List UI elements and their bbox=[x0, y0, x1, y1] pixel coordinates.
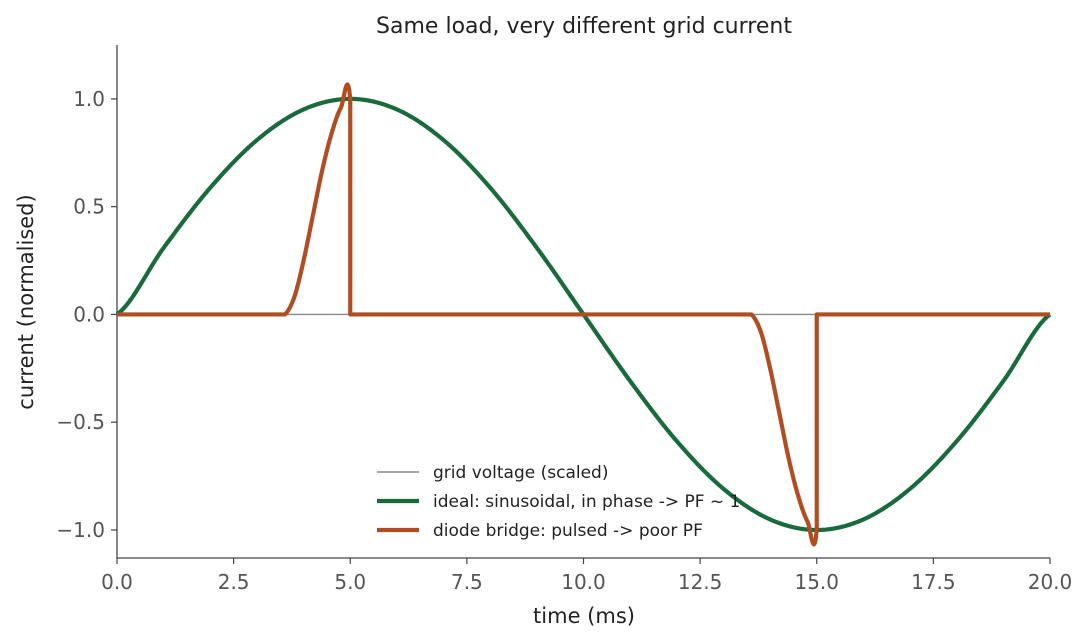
x-tick-label: 12.5 bbox=[678, 570, 723, 594]
x-tick-label: 20.0 bbox=[1028, 570, 1073, 594]
legend: grid voltage (scaled) ideal: sinusoidal, … bbox=[377, 463, 740, 541]
x-tick-label: 0.0 bbox=[101, 570, 133, 594]
x-tick-label: 2.5 bbox=[218, 570, 250, 594]
legend-entry-label: ideal: sinusoidal, in phase -> PF ~ 1 bbox=[433, 492, 740, 512]
x-tick-label: 7.5 bbox=[451, 570, 483, 594]
x-axis-label: time (ms) bbox=[533, 604, 635, 628]
x-tick-label: 17.5 bbox=[911, 570, 956, 594]
legend-entry-label: diode bridge: pulsed -> poor PF bbox=[433, 521, 703, 541]
y-tick-label: 0.5 bbox=[73, 195, 105, 219]
x-tick-label: 5.0 bbox=[334, 570, 366, 594]
y-axis-label: current (normalised) bbox=[14, 194, 38, 409]
y-tick-label: 0.0 bbox=[73, 302, 105, 326]
y-tick-label: −0.5 bbox=[56, 410, 105, 434]
y-tick-label: −1.0 bbox=[56, 518, 105, 542]
x-tick-label: 10.0 bbox=[561, 570, 606, 594]
plot-area: 0.0 2.5 5.0 7.5 10.0 12.5 15.0 17.5 20.0 1.0 0.5 0.… bbox=[56, 45, 1072, 594]
y-tick-label: 1.0 bbox=[73, 87, 105, 111]
chart-title: Same load, very different grid current bbox=[376, 14, 792, 39]
diode-bridge-current-line bbox=[117, 82, 1050, 547]
x-tick-label: 15.0 bbox=[794, 570, 839, 594]
legend-entry-label: grid voltage (scaled) bbox=[433, 463, 608, 483]
